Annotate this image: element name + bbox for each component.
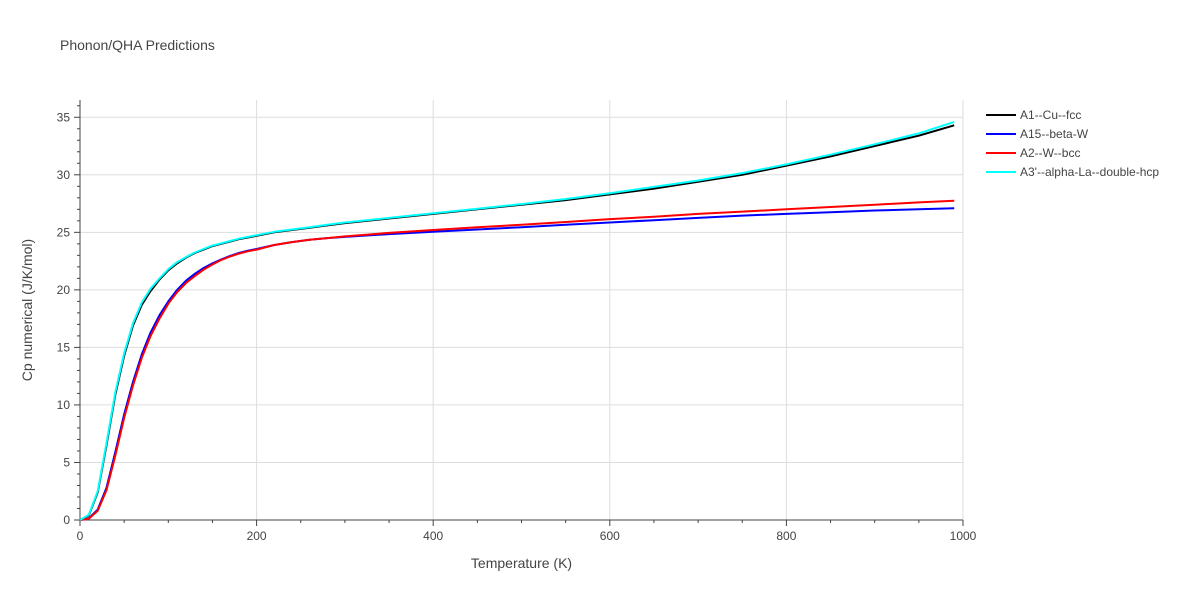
series-line xyxy=(79,207,955,521)
x-tick-label: 0 xyxy=(77,529,84,543)
legend: A1--Cu--fcc A15--beta-W A2--W--bcc A3'--alp… xyxy=(986,108,1159,179)
y-tick-label: 30 xyxy=(57,168,71,182)
y-tick-label: 35 xyxy=(57,110,71,124)
series-line xyxy=(79,124,955,521)
legend-label: A15--beta-W xyxy=(1020,127,1089,141)
x-tick-layer: 0 200 400 600 800 1000 xyxy=(77,520,977,543)
series-line xyxy=(79,199,955,521)
y-tick-label: 5 xyxy=(63,455,70,469)
x-tick-label: 800 xyxy=(776,529,796,543)
y-tick-label: 20 xyxy=(57,283,71,297)
y-axis-title: Cp numerical (J/K/mol) xyxy=(19,239,35,381)
y-tick-label: 10 xyxy=(57,398,71,412)
series-layer xyxy=(79,120,955,521)
x-axis-title: Temperature (K) xyxy=(471,555,572,571)
chart-title: Phonon/QHA Predictions xyxy=(60,37,215,53)
axis-layer xyxy=(79,100,963,521)
grid-layer xyxy=(80,100,964,520)
x-tick-label: 200 xyxy=(247,529,267,543)
x-tick-label: 600 xyxy=(600,529,620,543)
legend-label: A1--Cu--fcc xyxy=(1020,108,1081,122)
series-line xyxy=(79,120,955,521)
y-tick-label: 25 xyxy=(57,225,71,239)
x-tick-label: 1000 xyxy=(950,529,977,543)
x-tick-label: 400 xyxy=(423,529,443,543)
y-tick-label: 15 xyxy=(57,340,71,354)
legend-label: A2--W--bcc xyxy=(1020,146,1080,160)
legend-label: A3'--alpha-La--double-hcp xyxy=(1020,165,1159,179)
y-tick-layer: 0 5 10 15 20 25 30 35 xyxy=(57,105,80,527)
y-tick-label: 0 xyxy=(63,513,70,527)
